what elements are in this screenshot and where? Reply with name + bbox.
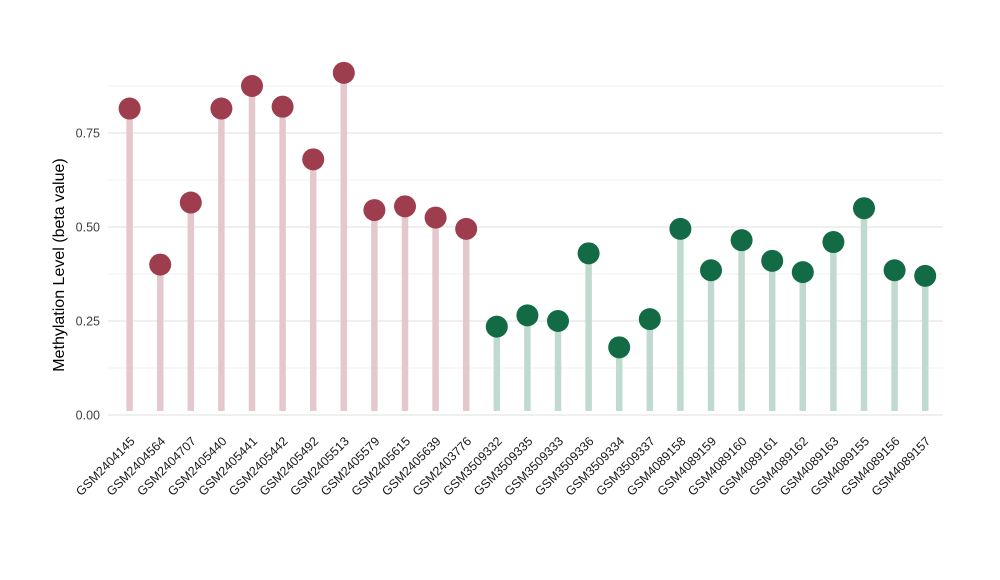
data-point	[516, 304, 539, 327]
stems-layer	[126, 72, 929, 411]
data-points-layer	[118, 61, 937, 359]
data-point	[394, 195, 416, 218]
data-point	[302, 148, 325, 171]
y-tick-label: 0.00	[76, 409, 100, 423]
data-point	[730, 229, 753, 252]
data-point	[547, 310, 569, 332]
y-tick-label: 0.25	[76, 315, 100, 329]
data-point	[271, 95, 294, 118]
y-tick-label: 0.75	[76, 127, 100, 141]
data-point	[669, 217, 692, 240]
data-point	[363, 199, 386, 222]
x-axis-tick-labels: GSM2404145GSM2404564GSM2404707GSM2405440…	[73, 434, 933, 498]
data-point	[883, 259, 906, 282]
y-axis-title: Methylation Level (beta value)	[51, 158, 68, 371]
data-point	[424, 206, 447, 229]
data-point	[241, 75, 263, 97]
data-point	[210, 97, 233, 120]
data-point	[700, 259, 722, 282]
data-point	[761, 249, 784, 272]
data-point	[914, 264, 937, 287]
data-point	[332, 61, 355, 84]
data-point	[608, 336, 631, 359]
data-point	[149, 253, 172, 276]
y-axis-tick-labels: 0.00 0.25 0.50 0.75	[76, 127, 100, 423]
data-point	[638, 308, 661, 331]
data-point	[822, 231, 845, 254]
data-point	[118, 97, 141, 120]
data-point	[577, 242, 600, 265]
data-point	[791, 261, 814, 284]
data-point	[455, 217, 478, 240]
data-point	[485, 315, 508, 338]
y-tick-label: 0.50	[76, 221, 100, 235]
data-point	[179, 191, 202, 214]
data-point	[853, 197, 875, 220]
